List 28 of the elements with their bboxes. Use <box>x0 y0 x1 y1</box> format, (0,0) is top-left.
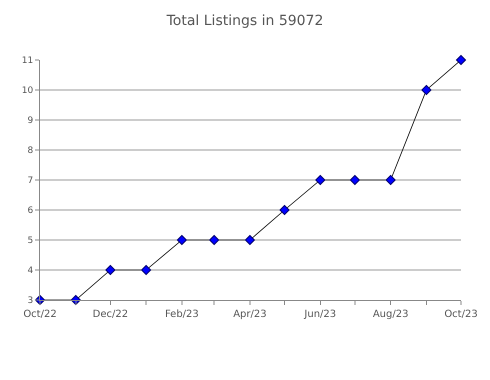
y-tick-label: 3 <box>27 296 34 306</box>
y-tick-label: 10 <box>22 86 34 96</box>
point <box>209 234 220 246</box>
point <box>386 174 396 186</box>
y-tick-label: 9 <box>27 116 34 126</box>
y-tick-label: 8 <box>27 146 34 156</box>
chart-title: Total Listings in 59072 <box>166 13 324 29</box>
x-tick-label: Oct/23 <box>444 309 478 320</box>
point <box>421 84 432 96</box>
y-tick-label: 7 <box>27 176 34 186</box>
x-tick-label: Feb/23 <box>164 309 199 320</box>
x-tick-label: Oct/22 <box>23 309 57 320</box>
y-tick-label: 4 <box>27 266 34 276</box>
point <box>105 264 116 276</box>
point <box>350 174 360 186</box>
y-tick-label: 5 <box>27 236 34 246</box>
point <box>176 234 187 246</box>
y-tick-label: 6 <box>27 206 34 216</box>
point <box>244 234 255 246</box>
x-tick-label: Dec/22 <box>92 309 128 320</box>
x-tick-label: Apr/23 <box>233 309 267 320</box>
point <box>456 54 466 66</box>
y-tick-label: 11 <box>22 56 34 66</box>
point <box>141 264 152 276</box>
point <box>315 174 326 186</box>
x-tick-label: Jun/23 <box>303 309 336 320</box>
point <box>279 204 290 216</box>
x-tick-label: Aug/23 <box>372 309 408 320</box>
